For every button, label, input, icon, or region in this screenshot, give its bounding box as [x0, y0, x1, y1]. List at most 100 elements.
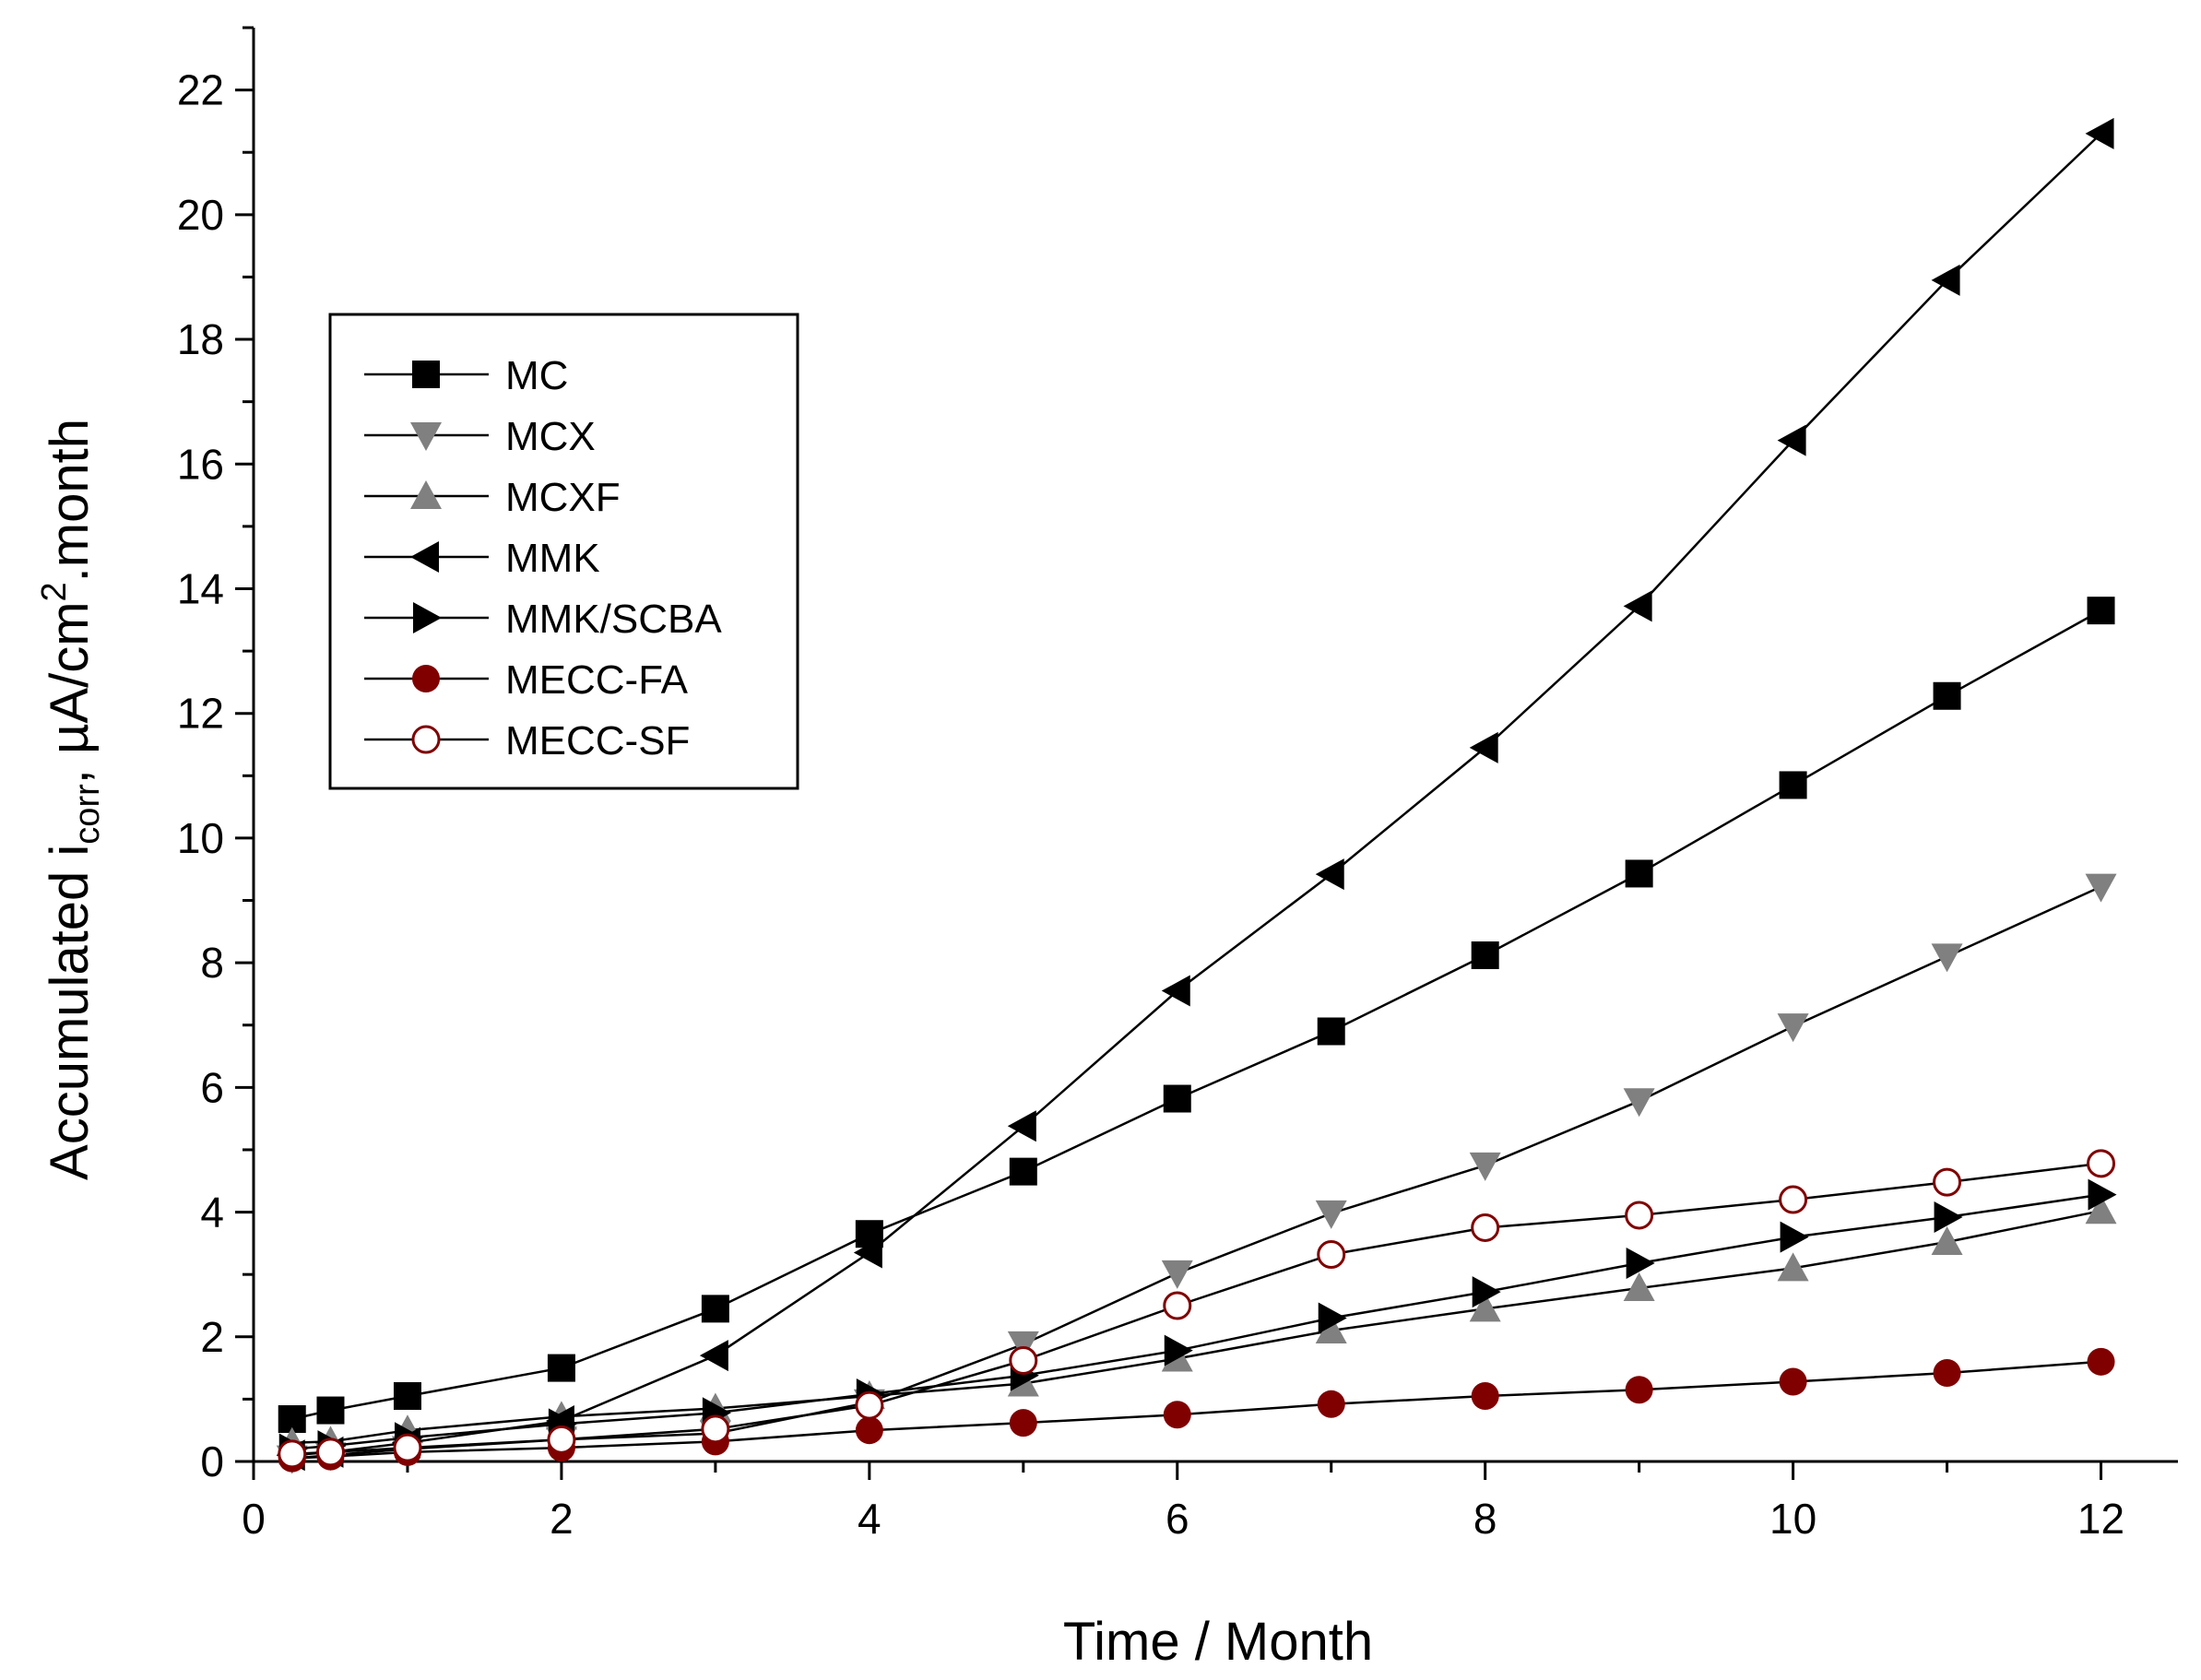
series-layer [276, 117, 2117, 1474]
data-point-mc [393, 1382, 421, 1411]
y-tick-label: 16 [177, 440, 224, 488]
data-point-mc [701, 1295, 729, 1323]
data-point-mmk-scba [1780, 1221, 1809, 1253]
legend-items: MC MCX MCXF MMK MMK/SCBA MECC-FA MECC-SF [364, 353, 722, 763]
legend-marker [412, 361, 440, 388]
data-point-mc [1163, 1084, 1191, 1113]
x-tick-label: 4 [858, 1495, 882, 1543]
x-tick-label: 6 [1166, 1495, 1189, 1543]
data-point-mcx [1007, 1331, 1039, 1360]
series-line-mmk [291, 132, 2102, 1457]
data-point-mecc-fa [1471, 1382, 1499, 1411]
legend-item-mc: MC [364, 353, 568, 398]
legend-item-mmk-scba: MMK/SCBA [364, 597, 722, 642]
legend-marker [411, 725, 441, 754]
legend-item-mecc-sf: MECC-SF [364, 718, 690, 763]
y-axis-title-prefix: Accumulated i [40, 845, 100, 1180]
data-point-mc [2087, 597, 2115, 625]
y-tick-label: 12 [177, 690, 224, 738]
series-line-mecc-fa [291, 1360, 2101, 1460]
legend-item-mcxf: MCXF [364, 475, 621, 520]
legend-label: MCXF [505, 475, 621, 520]
x-tick-label: 12 [2077, 1495, 2124, 1543]
data-point-mcxf [1315, 1315, 1347, 1344]
data-point-mmk-scba [1626, 1248, 1655, 1280]
series-line-mc [291, 609, 2102, 1421]
data-point-mmk [699, 1340, 728, 1372]
legend-marker [413, 602, 442, 633]
data-point-mmk [1469, 731, 1498, 763]
data-point-mmk [853, 1236, 882, 1269]
x-tick-label: 2 [550, 1495, 574, 1543]
data-point-mmk [1161, 975, 1190, 1007]
data-point-mecc-sf [855, 1390, 884, 1420]
series-mecc-sf [278, 1149, 2116, 1469]
data-point-mmk [1623, 590, 1652, 622]
x-axis-ticks: 0 2 4 6 8 10 12 [242, 1461, 2124, 1543]
data-point-mecc-sf [701, 1414, 730, 1444]
data-point-mc [547, 1354, 575, 1382]
data-point-mecc-fa [1317, 1390, 1345, 1418]
legend-item-mmk: MMK [364, 536, 600, 581]
data-point-mecc-sf [1471, 1213, 1500, 1242]
legend-label: MMK [505, 536, 600, 581]
y-tick-label: 4 [200, 1189, 224, 1236]
data-point-mecc-fa [2087, 1347, 2115, 1376]
data-point-mcxf [1777, 1252, 1809, 1282]
data-point-mecc-sf [1317, 1240, 1346, 1270]
data-point-mc [1317, 1017, 1345, 1046]
data-point-mcx [1315, 1200, 1347, 1229]
data-point-mmk [1931, 264, 1960, 296]
data-point-mecc-fa [1009, 1409, 1037, 1437]
x-tick-label: 10 [1769, 1495, 1816, 1543]
x-tick-label: 8 [1473, 1495, 1497, 1543]
y-tick-label: 14 [177, 564, 224, 612]
legend-label: MMK/SCBA [505, 597, 722, 642]
data-point-mcx [2085, 873, 2117, 903]
data-point-mecc-sf [2087, 1149, 2116, 1178]
data-point-mcxf [1469, 1293, 1501, 1322]
series-line-mcxf [291, 1209, 2101, 1444]
x-tick-label: 0 [242, 1495, 266, 1543]
y-tick-label: 22 [177, 66, 224, 114]
y-tick-label: 18 [177, 315, 224, 363]
data-point-mmk-scba [1164, 1334, 1193, 1366]
x-axis-title: Time / Month [1063, 1612, 1373, 1672]
y-axis-title-superscript: 2 [35, 582, 74, 601]
series-line-mmk-scba [291, 1193, 2101, 1450]
data-point-mcxf [1931, 1226, 1963, 1256]
y-tick-label: 20 [177, 191, 224, 239]
y-tick-label: 8 [200, 939, 224, 987]
series-mmk-scba [278, 1178, 2117, 1465]
data-point-mmk [2085, 117, 2114, 149]
data-point-mmk [1777, 424, 1806, 456]
legend-item-mecc-fa: MECC-FA [364, 657, 689, 703]
data-point-mecc-sf [393, 1433, 422, 1462]
data-point-mcxf [2085, 1195, 2117, 1225]
legend-label: MECC-FA [505, 657, 689, 703]
data-point-mc [316, 1396, 345, 1425]
data-point-mc [1009, 1157, 1037, 1186]
data-point-mmk [1315, 858, 1344, 891]
series-mc [278, 597, 2115, 1434]
data-point-mecc-fa [1163, 1401, 1191, 1429]
data-point-mecc-sf [1779, 1185, 1808, 1214]
data-point-mcx [1623, 1088, 1655, 1118]
legend-item-mcx: MCX [364, 414, 596, 459]
y-axis-title-middle: , µA/cm [40, 601, 100, 784]
y-tick-label: 0 [200, 1437, 224, 1485]
data-point-mmk-scba [2088, 1178, 2117, 1211]
y-tick-label: 2 [200, 1313, 224, 1361]
data-point-mcx [1469, 1152, 1501, 1181]
y-axis-ticks: 0 2 4 6 8 10 12 14 16 18 20 22 [177, 26, 254, 1485]
legend-marker [410, 541, 439, 573]
data-point-mmk [1007, 1110, 1036, 1142]
legend-label: MC [505, 353, 568, 398]
data-point-mecc-fa [1625, 1376, 1653, 1404]
series-mcx [276, 873, 2117, 1474]
data-point-mc [1933, 681, 1961, 710]
data-point-mecc-sf [1009, 1345, 1038, 1375]
legend: MC MCX MCXF MMK MMK/SCBA MECC-FA MECC-SF [328, 313, 799, 790]
data-point-mmk-scba [1472, 1276, 1501, 1308]
